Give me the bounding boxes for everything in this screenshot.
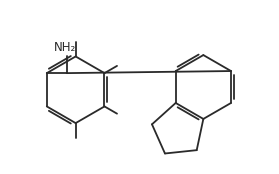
Text: NH₂: NH₂ bbox=[54, 41, 76, 54]
